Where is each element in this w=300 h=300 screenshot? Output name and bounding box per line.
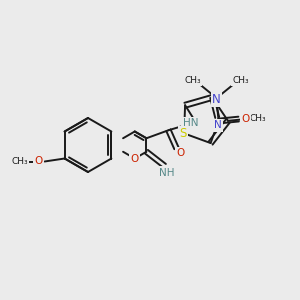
Text: CH₃: CH₃ [232, 76, 249, 85]
Text: O: O [130, 154, 139, 164]
Text: S: S [179, 127, 187, 140]
Text: CH₃: CH₃ [184, 76, 201, 85]
Text: NH: NH [159, 168, 174, 178]
Text: N: N [212, 93, 221, 106]
Text: O: O [34, 157, 43, 166]
Text: O: O [176, 148, 184, 158]
Text: HN: HN [183, 118, 198, 128]
Text: N: N [214, 120, 222, 130]
Text: CH₃: CH₃ [11, 157, 28, 166]
Text: CH₃: CH₃ [250, 114, 266, 123]
Text: O: O [242, 114, 250, 124]
